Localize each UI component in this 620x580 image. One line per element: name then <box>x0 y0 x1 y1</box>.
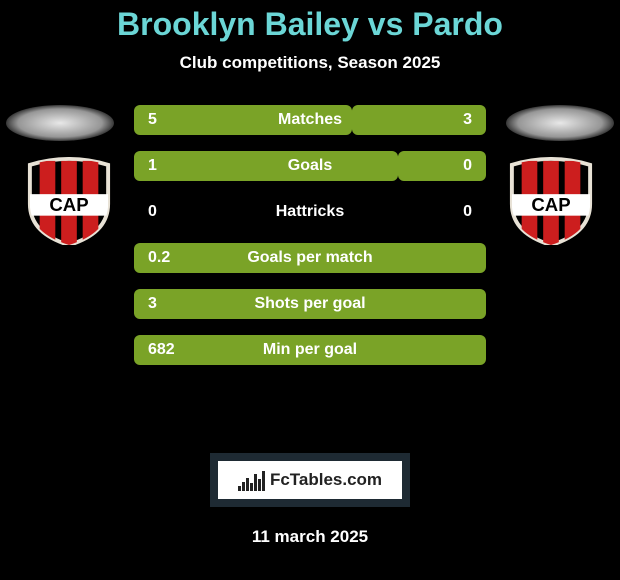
date-label: 11 march 2025 <box>0 527 620 547</box>
stat-label: Goals per match <box>134 243 486 273</box>
sparkline-icon <box>238 469 264 491</box>
stat-row: 0.2Goals per match <box>134 243 486 273</box>
stat-label: Shots per goal <box>134 289 486 319</box>
stat-row: 682Min per goal <box>134 335 486 365</box>
brand-text: FcTables.com <box>270 470 382 490</box>
crest-shadow-left <box>6 105 114 141</box>
page-title: Brooklyn Bailey vs Pardo <box>0 6 620 43</box>
stat-label: Goals <box>134 151 486 181</box>
stat-label: Matches <box>134 105 486 135</box>
subtitle: Club competitions, Season 2025 <box>0 53 620 73</box>
club-crest-left: CAP <box>20 157 118 245</box>
svg-text:CAP: CAP <box>531 194 570 215</box>
club-crest-right: CAP <box>502 157 600 245</box>
crest-shadow-right <box>506 105 614 141</box>
stat-row: 10Goals <box>134 151 486 181</box>
svg-text:CAP: CAP <box>49 194 88 215</box>
stat-row: 3Shots per goal <box>134 289 486 319</box>
stat-label: Min per goal <box>134 335 486 365</box>
stat-label: Hattricks <box>134 197 486 227</box>
content-area: CAP CAP 53Matches 10Goals 00Hattricks 0.2Go… <box>0 105 620 445</box>
stat-row: 00Hattricks <box>134 197 486 227</box>
comparison-infographic: Brooklyn Bailey vs Pardo Club competitio… <box>0 0 620 580</box>
brand-logo: FcTables.com <box>210 453 410 507</box>
stat-row: 53Matches <box>134 105 486 135</box>
stats-bars: 53Matches 10Goals 00Hattricks 0.2Goals per … <box>134 105 486 381</box>
